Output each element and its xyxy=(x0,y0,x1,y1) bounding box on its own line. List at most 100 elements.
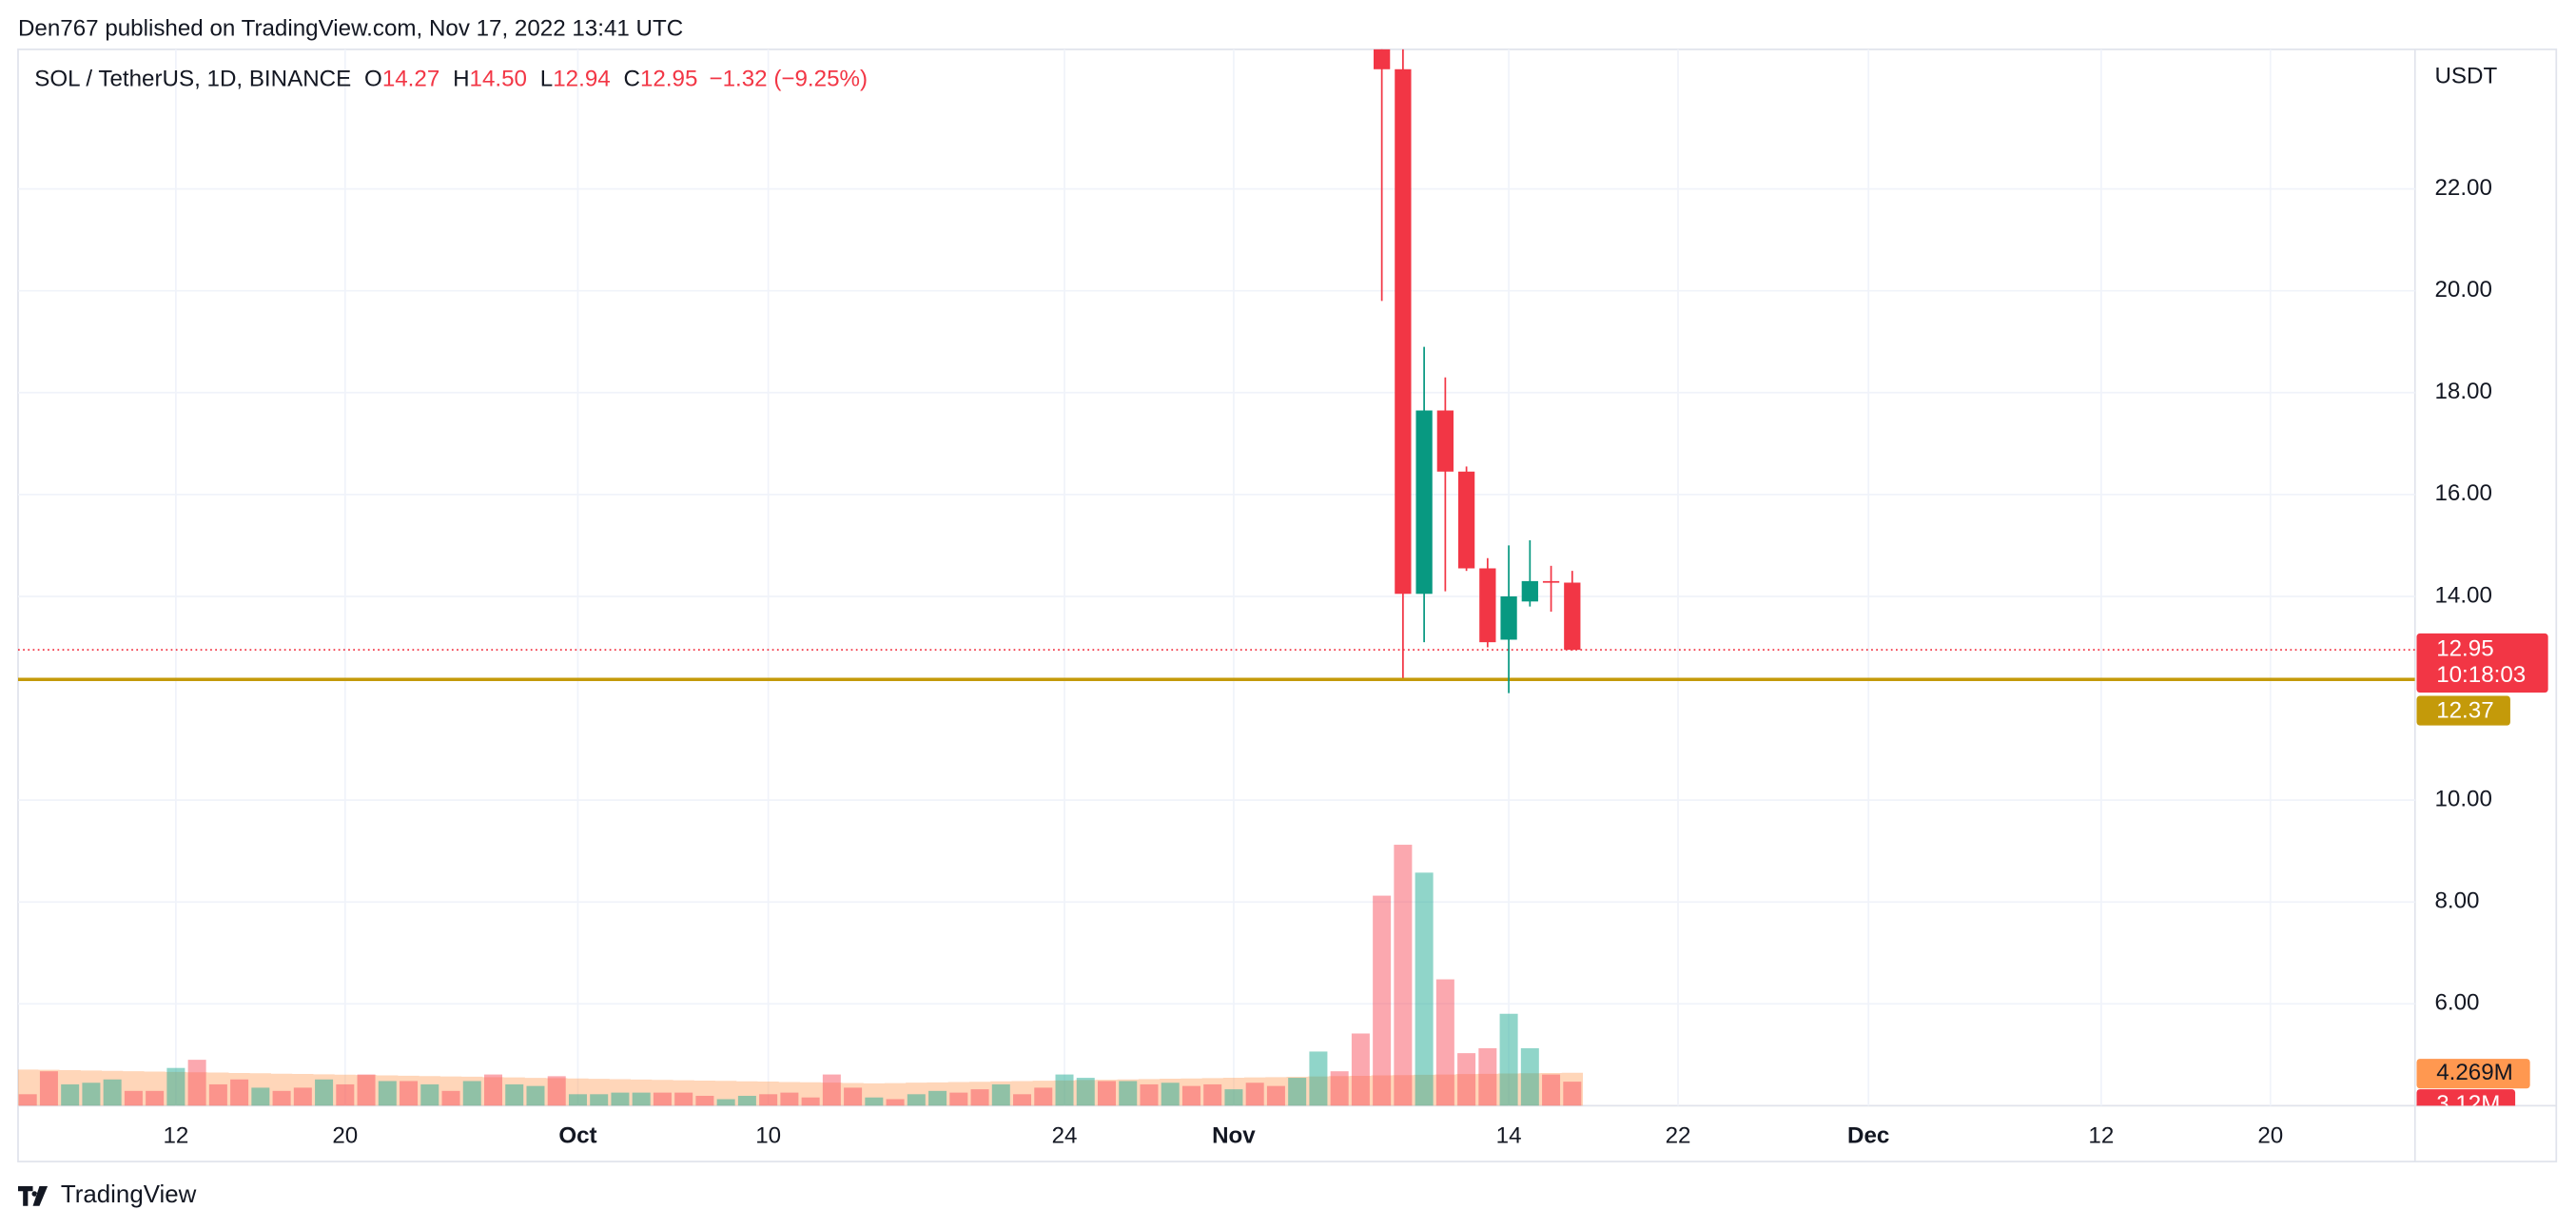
ohlc-key: L xyxy=(540,67,553,92)
x-tick-label: Dec xyxy=(1847,1123,1889,1149)
volume-bar xyxy=(1161,1083,1180,1106)
volume-bar xyxy=(230,1079,249,1106)
volume-bar xyxy=(991,1083,1010,1106)
volume-bar xyxy=(1520,1047,1539,1106)
volume-bar xyxy=(865,1097,884,1106)
volume-bar xyxy=(336,1083,355,1106)
volume-bar xyxy=(590,1094,609,1106)
y-tick-label: 20.00 xyxy=(2434,277,2491,302)
candle-body xyxy=(1415,410,1433,595)
x-tick-label: 10 xyxy=(755,1123,781,1149)
volume-bar xyxy=(1415,872,1434,1106)
volume-bar xyxy=(1013,1094,1032,1106)
volume-bar xyxy=(1542,1074,1561,1106)
ohlc-value: 14.50 xyxy=(470,67,527,92)
candle-body xyxy=(1373,49,1391,69)
volume-bar xyxy=(526,1085,545,1106)
volume-bar xyxy=(124,1090,143,1106)
volume-bar xyxy=(378,1081,397,1106)
candle-body xyxy=(1521,580,1538,602)
volume-bar xyxy=(1394,845,1413,1106)
volume-bar xyxy=(928,1090,947,1106)
volume-bar xyxy=(674,1092,693,1106)
volume-bar xyxy=(801,1097,820,1106)
volume-bar xyxy=(1076,1078,1095,1106)
volume-bar xyxy=(737,1096,756,1106)
volume-bar xyxy=(61,1083,80,1106)
volume-pane xyxy=(17,845,1584,1106)
volume-bar xyxy=(1309,1051,1328,1106)
volume-bar xyxy=(357,1074,376,1106)
candle-body xyxy=(1479,568,1496,643)
candle-body xyxy=(1564,582,1581,651)
x-tick-label: Oct xyxy=(558,1123,596,1149)
ohlc-value: 14.27 xyxy=(382,67,439,92)
volume-bar xyxy=(187,1060,206,1106)
level-label: 12.37 xyxy=(2436,697,2493,723)
volume-bar xyxy=(400,1081,419,1106)
ohlc-value: 12.94 xyxy=(553,67,610,92)
volume-bar xyxy=(886,1099,905,1106)
grid xyxy=(17,49,2415,1106)
volume-bar xyxy=(82,1083,101,1106)
y-tick-label: 22.00 xyxy=(2434,175,2491,201)
publish-header: Den767 published on TradingView.com, Nov… xyxy=(18,16,683,42)
volume-bar xyxy=(1055,1074,1074,1106)
volume-bar xyxy=(780,1092,799,1106)
price-pane xyxy=(17,49,2415,693)
candle-body xyxy=(1542,580,1560,583)
y-tick-label: 6.00 xyxy=(2434,990,2479,1016)
volume-bar xyxy=(420,1083,439,1106)
volume-bar xyxy=(462,1081,481,1106)
volume-bar xyxy=(272,1090,291,1106)
axes: 6.00 8.00 10.00 14.00 16.00 18.00 20.00 22.00 12… xyxy=(163,175,2491,1149)
volume-bar xyxy=(505,1083,524,1106)
volume-bar xyxy=(1288,1078,1307,1106)
volume-bar xyxy=(18,1094,37,1106)
volume-bar xyxy=(484,1074,502,1106)
volume-bar xyxy=(1034,1087,1053,1106)
volume-label: 3.12M xyxy=(2436,1091,2500,1117)
volume-bar xyxy=(568,1094,587,1106)
volume-bar xyxy=(1140,1083,1159,1106)
volume-bar xyxy=(632,1092,651,1106)
candle-body xyxy=(1500,595,1517,640)
ohlc-key: C xyxy=(624,67,640,92)
volume-bar xyxy=(1097,1081,1116,1106)
x-tick-label: 12 xyxy=(2088,1123,2114,1149)
x-tick-label: 12 xyxy=(163,1123,188,1149)
volume-bar xyxy=(1203,1083,1222,1106)
y-axis-unit: USDT xyxy=(2434,64,2497,89)
x-tick-label: 22 xyxy=(1666,1123,1691,1149)
volume-ma-tag xyxy=(2416,1059,2530,1089)
brand: TradingView xyxy=(61,1181,197,1208)
x-tick-label: 14 xyxy=(1496,1123,1522,1149)
volume-bar xyxy=(949,1092,968,1106)
last-price-tag xyxy=(2416,633,2548,693)
volume-bar xyxy=(759,1094,778,1106)
volume-bar xyxy=(103,1079,122,1106)
symbol: SOL / TetherUS, 1D, BINANCE xyxy=(34,67,351,92)
volume-bar xyxy=(293,1087,312,1106)
volume-bar xyxy=(1499,1013,1518,1106)
volume-bar xyxy=(1224,1089,1243,1106)
volume-bar xyxy=(315,1079,334,1106)
volume-bar xyxy=(166,1067,185,1106)
chart-frame xyxy=(17,49,2558,1162)
volume-bar xyxy=(1457,1053,1476,1106)
last-price-label: 12.95 xyxy=(2436,636,2493,662)
x-tick-label: 24 xyxy=(1052,1123,1078,1149)
ohlc-value: 12.95 xyxy=(640,67,697,92)
candle-body xyxy=(1436,410,1454,472)
volume-bar xyxy=(653,1092,672,1106)
volume-bar xyxy=(822,1074,841,1106)
volume-bar xyxy=(716,1099,735,1106)
volume-bar xyxy=(1435,979,1454,1106)
volume-bar xyxy=(970,1089,989,1106)
volume-bar xyxy=(1266,1085,1285,1106)
candle-body xyxy=(1457,471,1475,569)
volume-bar xyxy=(1563,1082,1582,1106)
